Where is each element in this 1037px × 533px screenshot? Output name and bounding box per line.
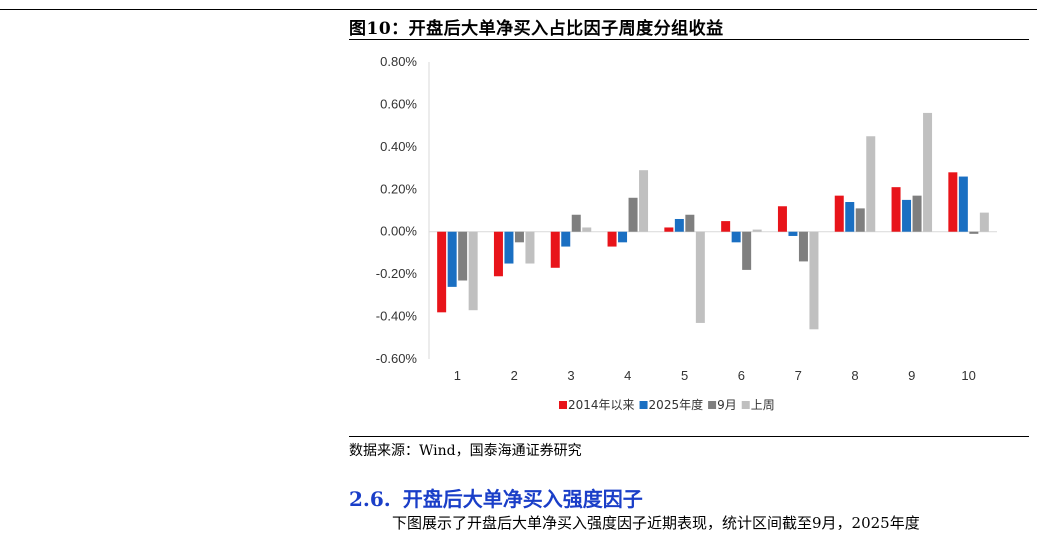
legend-label: 2025年度 <box>649 397 704 412</box>
bar-chart: 0.80% 0.60% 0.40% 0.20% 0.00% -0.20% -0.40% -0.… <box>349 44 1029 434</box>
bar-4-8 <box>866 136 876 232</box>
bar-2-5 <box>674 218 684 232</box>
x-tick-label: 10 <box>961 368 975 383</box>
bar-chart-svg: 0.80% 0.60% 0.40% 0.20% 0.00% -0.20% -0.40% -0.… <box>376 54 997 412</box>
bar-2-3 <box>561 231 571 247</box>
figure-source: 数据来源：Wind，国泰海通证券研究 <box>349 443 582 459</box>
bar-3-6 <box>742 231 752 270</box>
source-rule <box>349 436 1029 437</box>
bar-3-3 <box>571 214 581 232</box>
bar-2-10 <box>958 176 968 232</box>
bar-3-10 <box>969 231 979 234</box>
bar-2-9 <box>902 199 912 232</box>
bar-4-3 <box>582 227 592 232</box>
bar-1-5 <box>664 227 674 232</box>
x-tick-label: 7 <box>795 368 802 383</box>
bar-1-7 <box>777 206 787 232</box>
bar-2-8 <box>845 202 855 232</box>
y-tick-label: 0.80% <box>380 54 417 69</box>
bar-1-2 <box>493 231 503 277</box>
bar-4-2 <box>525 231 535 264</box>
bar-2-1 <box>447 231 457 287</box>
x-tick-label: 5 <box>681 368 688 383</box>
bar-1-3 <box>550 231 560 268</box>
y-tick-label: -0.20% <box>376 266 418 281</box>
bar-1-10 <box>948 172 958 232</box>
legend-swatch <box>559 401 567 409</box>
legend-label: 9月 <box>717 398 737 412</box>
bar-1-6 <box>721 221 731 232</box>
x-tick-label: 1 <box>454 368 461 383</box>
figure-title-rule <box>349 39 1029 40</box>
x-tick-label: 2 <box>511 368 518 383</box>
bar-2-4 <box>618 231 628 243</box>
y-tick-label: -0.60% <box>376 351 418 366</box>
legend-swatch <box>639 401 648 409</box>
y-tick-label: 0.00% <box>380 224 417 239</box>
bar-3-7 <box>798 231 808 262</box>
bar-3-2 <box>514 231 524 243</box>
bar-1-4 <box>607 231 617 247</box>
y-tick-label: -0.40% <box>376 309 418 324</box>
legend-swatch <box>708 401 717 409</box>
bar-1-1 <box>437 231 447 313</box>
body-text-fragment: 下图展示了开盘后大单净买入强度因子近期表现，统计区间截至9月，2025年度 <box>392 514 920 532</box>
y-tick-label: 0.20% <box>380 181 417 196</box>
x-tick-label: 4 <box>624 368 631 383</box>
bar-3-1 <box>458 231 468 281</box>
bar-3-8 <box>855 208 865 232</box>
legend-swatch <box>741 401 750 409</box>
x-tick-label: 6 <box>738 368 745 383</box>
bar-4-1 <box>468 231 478 311</box>
bar-2-2 <box>504 231 514 264</box>
bar-4-10 <box>979 212 989 232</box>
x-tick-label: 8 <box>851 368 858 383</box>
top-rule <box>0 9 1037 10</box>
figure-title: 图10：开盘后大单净买入占比因子周度分组收益 <box>349 19 724 39</box>
x-tick-label: 9 <box>908 368 915 383</box>
section-title: 开盘后大单净买入强度因子 <box>402 487 643 511</box>
x-tick-label: 3 <box>567 368 574 383</box>
section-number: 2.6. <box>349 487 391 511</box>
bar-4-5 <box>695 231 705 323</box>
bar-4-4 <box>639 170 649 232</box>
bar-1-8 <box>834 195 844 232</box>
legend-label: 2014年以来 <box>568 398 635 412</box>
bar-2-7 <box>788 231 798 236</box>
bar-1-9 <box>891 187 901 232</box>
y-tick-label: 0.60% <box>380 96 417 111</box>
legend-label: 上周 <box>751 398 775 412</box>
bar-4-6 <box>752 229 762 232</box>
bar-3-5 <box>685 214 695 232</box>
bar-4-7 <box>809 231 819 330</box>
bar-2-6 <box>731 231 741 243</box>
bar-4-9 <box>923 112 933 232</box>
section-heading: 2.6. 开盘后大单净买入强度因子 <box>349 483 643 512</box>
y-tick-label: 0.40% <box>380 139 417 154</box>
bar-3-4 <box>628 197 638 232</box>
bar-3-9 <box>912 195 922 232</box>
